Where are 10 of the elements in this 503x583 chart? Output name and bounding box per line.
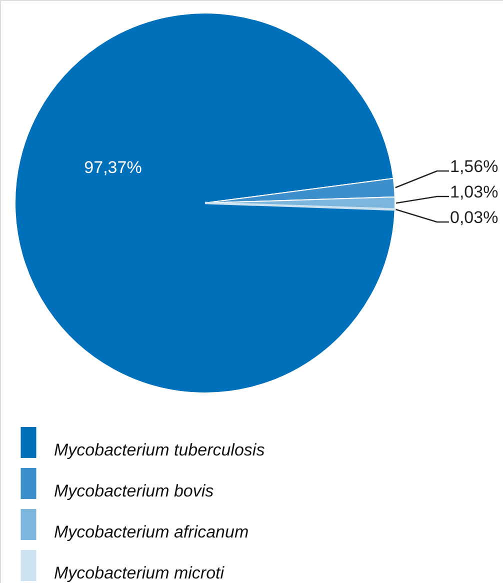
legend-label: Mycobacterium africanum — [54, 522, 249, 542]
pie-slice — [204, 202, 396, 211]
data-label: 97,37% — [84, 158, 142, 177]
legend-label: Mycobacterium bovis — [54, 482, 214, 500]
legend-label: Mycobacterium microti — [54, 564, 226, 582]
pie-slice — [14, 12, 396, 394]
legend-label: Mycobacterium tuberculosis — [54, 440, 266, 460]
data-label: 0,03% — [450, 208, 498, 227]
data-label: 1,56% — [450, 157, 498, 176]
data-label: 1,03% — [450, 182, 498, 202]
